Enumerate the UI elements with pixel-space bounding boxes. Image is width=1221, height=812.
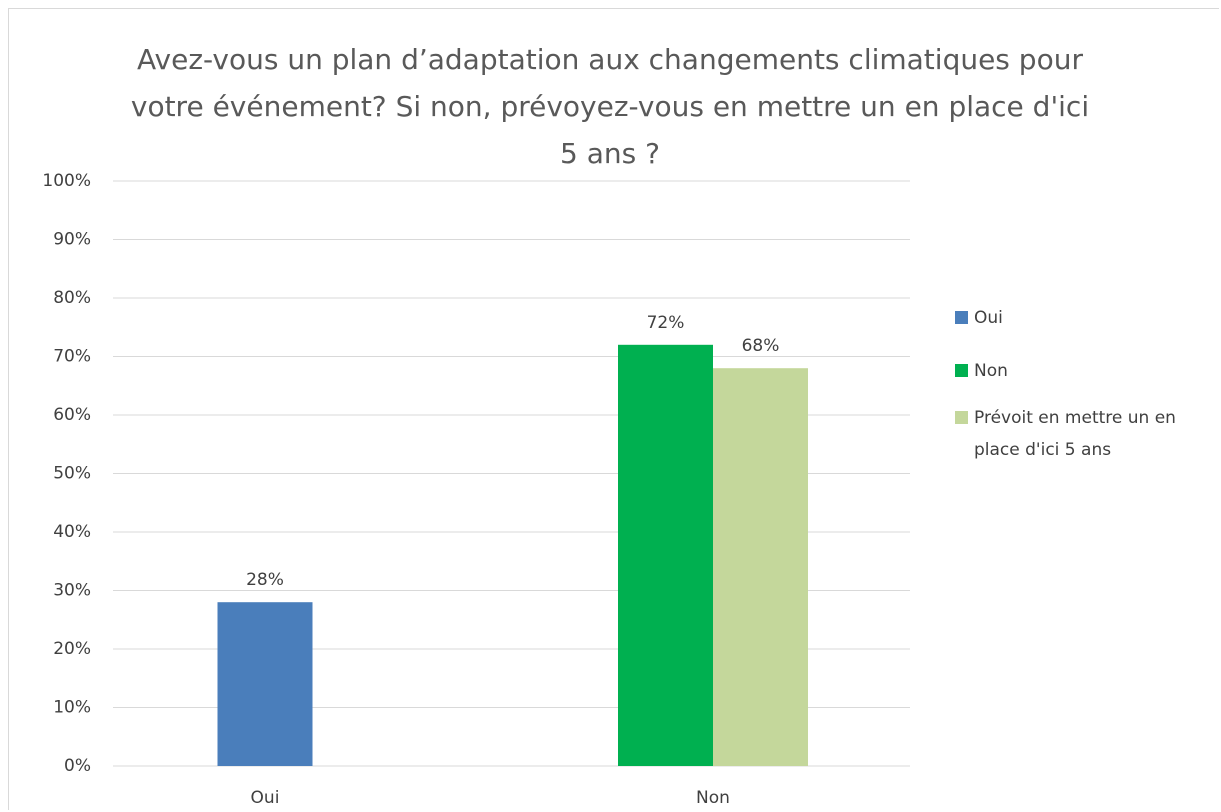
- y-tick-label: 20%: [53, 639, 91, 659]
- y-tick-label: 40%: [53, 522, 91, 542]
- legend-item: Non: [955, 355, 1189, 387]
- x-tick-label: Non: [696, 788, 730, 808]
- legend-item: Oui: [955, 302, 1189, 334]
- data-label: 28%: [246, 570, 284, 590]
- x-tick-label: Oui: [251, 788, 280, 808]
- legend-label: Oui: [974, 308, 1003, 328]
- legend-swatch: [955, 411, 968, 424]
- y-tick-label: 70%: [53, 347, 91, 367]
- y-tick-label: 50%: [53, 464, 91, 484]
- chart-title: Avez-vous un plan d’adaptation aux chang…: [130, 43, 1090, 170]
- y-tick-label: 80%: [53, 288, 91, 308]
- y-tick-label: 90%: [53, 230, 91, 250]
- data-label: 68%: [742, 336, 780, 356]
- legend-item: Prévoit en mettre un en place d'ici 5 an…: [955, 402, 1189, 466]
- legend-label: Non: [974, 361, 1008, 381]
- chart-border: [8, 8, 1219, 810]
- legend-swatch: [955, 364, 968, 377]
- data-label: 72%: [647, 313, 685, 333]
- y-tick-label: 30%: [53, 581, 91, 601]
- y-tick-label: 60%: [53, 405, 91, 425]
- bar: [618, 344, 713, 766]
- legend-label: Prévoit en mettre un en place d'ici 5 an…: [974, 408, 1176, 460]
- legend-swatch: [955, 311, 968, 324]
- bar: [217, 602, 313, 766]
- y-tick-label: 100%: [42, 171, 91, 191]
- bar: [713, 368, 808, 766]
- y-tick-label: 10%: [53, 698, 91, 718]
- y-tick-label: 0%: [64, 756, 91, 776]
